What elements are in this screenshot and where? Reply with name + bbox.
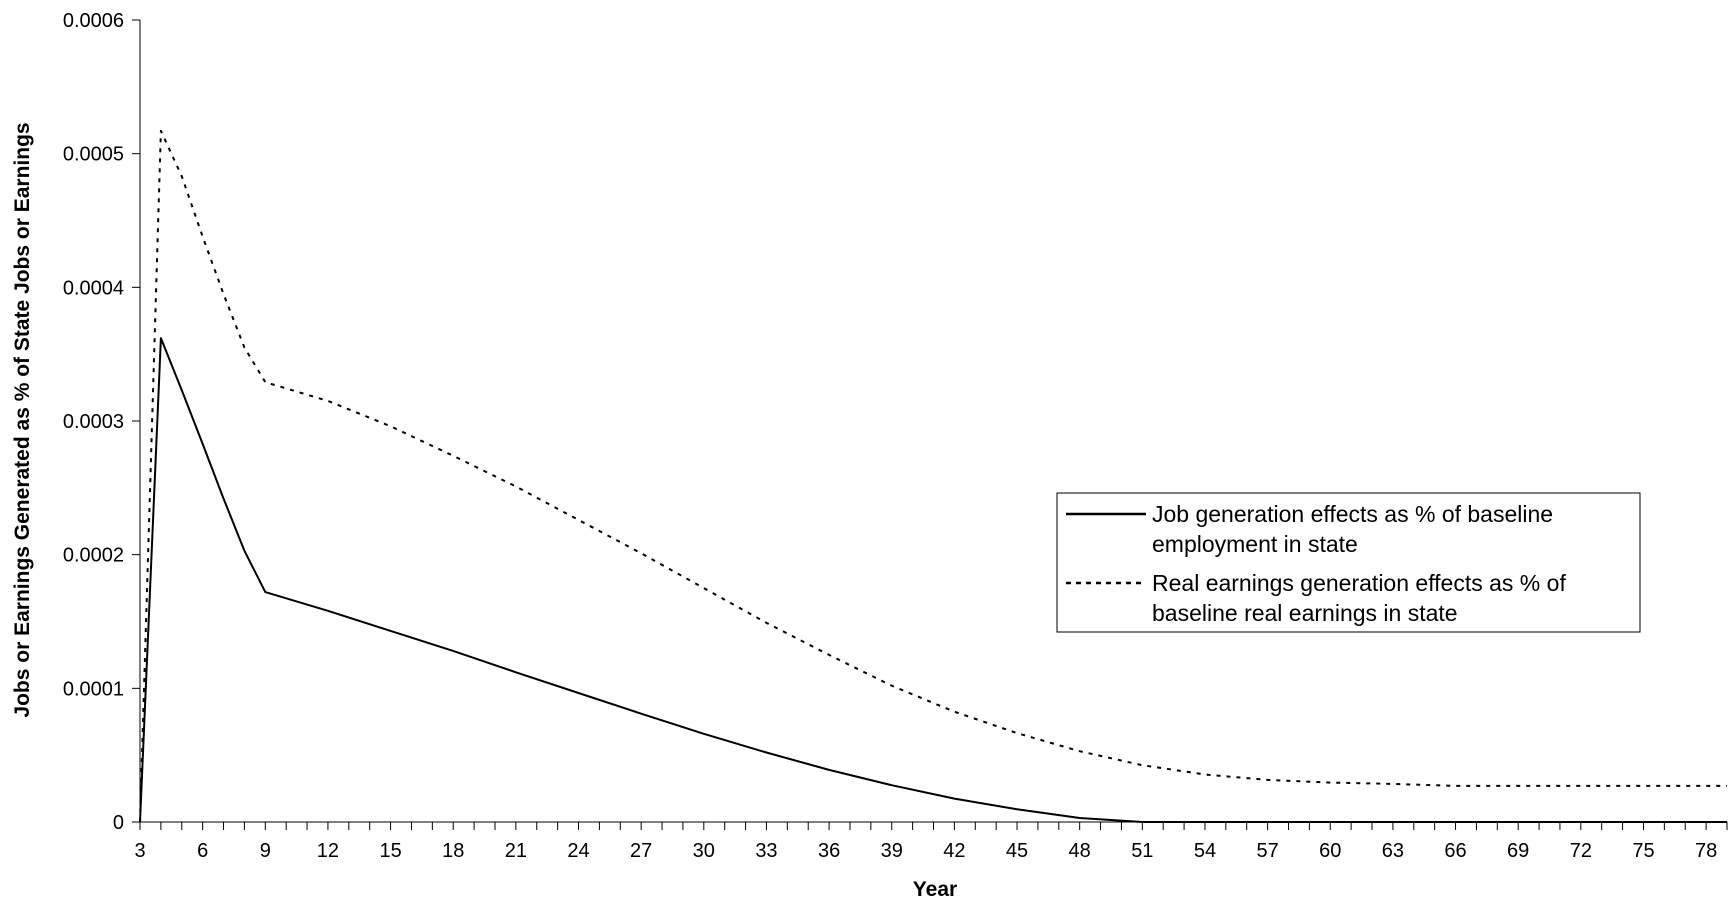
y-tick-label: 0.0006	[63, 10, 124, 32]
x-tick-label: 51	[1131, 840, 1153, 862]
x-tick-label: 18	[442, 840, 464, 862]
series-lines	[139, 129, 1727, 823]
legend-label-job-line1: Job generation effects as % of baseline	[1152, 501, 1553, 527]
x-tick-label: 21	[505, 840, 527, 862]
y-axis: 0 0.0001 0.0002 0.0003 0.0004 0.0005 0.0006	[63, 10, 141, 834]
y-axis-title: Jobs or Earnings Generated as % of State…	[11, 122, 34, 717]
x-tick-label: 57	[1256, 840, 1278, 862]
y-tick-label: 0.0004	[63, 277, 124, 299]
x-tick-label: 30	[693, 840, 715, 862]
y-tick-label: 0.0002	[63, 545, 124, 567]
x-tick-label: 9	[260, 840, 271, 862]
x-tick-label: 42	[943, 840, 965, 862]
series-line-job-generation	[139, 337, 1727, 823]
x-tick-label: 45	[1006, 840, 1028, 862]
x-tick-label: 3	[134, 840, 145, 862]
y-tick-label: 0.0005	[63, 144, 124, 166]
legend-label-earnings-line2: baseline real earnings in state	[1152, 600, 1458, 626]
series-line-real-earnings	[139, 129, 1727, 823]
x-tick-label: 63	[1382, 840, 1404, 862]
x-tick-label: 48	[1069, 840, 1091, 862]
y-tick-label: 0.0001	[63, 678, 124, 700]
x-tick-label: 6	[197, 840, 208, 862]
x-tick-label: 69	[1507, 840, 1529, 862]
x-tick-label: 60	[1319, 840, 1341, 862]
x-axis: 3 6 9 12 15 18 21 24 27 30 33 36 39 42 45 48 51 54 57 60 63 6…	[134, 821, 1728, 862]
x-tick-label: 15	[379, 840, 401, 862]
x-tick-label: 24	[567, 840, 589, 862]
x-tick-label: 66	[1444, 840, 1466, 862]
x-axis-title: Year	[913, 878, 957, 901]
x-tick-label: 12	[317, 840, 339, 862]
x-tick-label: 36	[818, 840, 840, 862]
x-tick-label: 78	[1695, 840, 1717, 862]
x-tick-label: 27	[630, 840, 652, 862]
legend-label-earnings-line1: Real earnings generation effects as % of	[1152, 570, 1566, 596]
x-tick-label: 39	[881, 840, 903, 862]
x-tick-label: 75	[1632, 840, 1654, 862]
y-tick-label: 0.0003	[63, 411, 124, 433]
x-tick-label: 54	[1194, 840, 1216, 862]
legend-box	[1056, 492, 1641, 633]
y-tick-label: 0	[113, 812, 124, 834]
legend: Job generation effects as % of baseline …	[1056, 492, 1641, 633]
x-tick-label: 33	[755, 840, 777, 862]
legend-label-job-line2: employment in state	[1152, 531, 1358, 557]
x-tick-label: 72	[1570, 840, 1592, 862]
